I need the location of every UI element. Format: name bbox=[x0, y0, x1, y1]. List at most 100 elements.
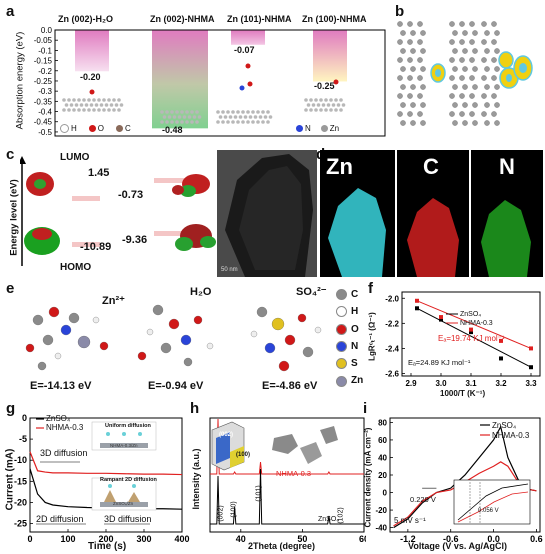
legend-zn: Zn bbox=[329, 124, 340, 133]
zn-atom bbox=[494, 84, 500, 90]
panel-g-xtick-label: 200 bbox=[98, 534, 113, 544]
panel-a-ytick-label: -0.35 bbox=[34, 97, 53, 106]
slab-atom bbox=[231, 110, 235, 114]
molecule-atom bbox=[25, 343, 35, 353]
zn-atom bbox=[459, 111, 465, 117]
slab-atom bbox=[160, 120, 164, 124]
slab-atom bbox=[107, 108, 111, 112]
peak-101-label: (101) bbox=[255, 485, 263, 502]
panel-a-ytick-label: -0.25 bbox=[34, 77, 53, 86]
zn-atom bbox=[484, 66, 490, 72]
panel-f-ylabel-wrap: LgRᶜₜ⁻¹ (Ω⁻¹) bbox=[366, 298, 378, 378]
nhma-o-atom bbox=[333, 79, 339, 85]
panel-d-tem-image: 50 nm bbox=[217, 150, 317, 277]
slab-atom bbox=[99, 103, 104, 107]
slab-atom bbox=[241, 110, 245, 114]
panel-i-scan-rate: 5 mV s⁻¹ bbox=[394, 516, 426, 525]
zn-atom bbox=[397, 39, 403, 45]
slab-atom bbox=[226, 110, 230, 114]
panel-h-crystal-inset bbox=[211, 421, 338, 471]
panel-g-ytick-label: -10 bbox=[14, 455, 27, 465]
slab-atom bbox=[64, 103, 69, 107]
panel-label-h: h bbox=[190, 400, 200, 417]
slab-atom bbox=[258, 115, 263, 119]
slab-atom bbox=[251, 110, 255, 114]
slab-atom bbox=[117, 108, 121, 112]
zn-atom bbox=[420, 30, 426, 36]
zn-atom bbox=[484, 84, 490, 90]
molecule-atom bbox=[168, 318, 180, 330]
panel-d-map-zn: Zn bbox=[320, 150, 395, 277]
zn-atom bbox=[462, 66, 468, 72]
zn-atom bbox=[407, 75, 413, 81]
slab-atom bbox=[216, 120, 220, 124]
zn-atom bbox=[452, 48, 458, 54]
zn-atom bbox=[459, 93, 465, 99]
slab-atom bbox=[109, 103, 114, 107]
panel-e-element-legend: C H O N S Zn bbox=[336, 286, 364, 390]
molecule-atom bbox=[250, 330, 258, 338]
slab-atom bbox=[195, 110, 199, 114]
panel-g-chart: 0 100 200 300 400 0 -5 -10 -15 -20 -25 bbox=[14, 413, 190, 544]
slab-atom bbox=[326, 103, 331, 107]
panel-a-value-1: -0.48 bbox=[162, 125, 183, 135]
slab-atom bbox=[336, 103, 341, 107]
zn-atom bbox=[491, 111, 497, 117]
peak-002-label: (002) bbox=[217, 505, 225, 522]
molecule-atom bbox=[256, 306, 268, 318]
slab-atom bbox=[102, 108, 106, 112]
panel-e-legend-label: O bbox=[351, 323, 359, 335]
panel-f-xtick-label: 2.9 bbox=[405, 379, 417, 388]
panel-g-inset-top-sub: NHMA-0.3/Zn bbox=[110, 443, 138, 448]
panel-i-overpotential-inset: 0.056 V bbox=[478, 508, 499, 514]
panel-g-annotation-3d-top: 3D diffusion bbox=[40, 448, 88, 458]
slab-atom bbox=[180, 120, 184, 124]
molecule-atom bbox=[99, 341, 109, 351]
slab-atom bbox=[246, 120, 250, 124]
zn-atom bbox=[469, 39, 475, 45]
slab-atom bbox=[74, 103, 79, 107]
panel-g-legend-1: NHMA-0.3 bbox=[46, 423, 84, 432]
slab-atom bbox=[263, 115, 268, 119]
legend-h: H bbox=[71, 124, 77, 133]
zn-atom bbox=[410, 48, 416, 54]
molecule-atom bbox=[152, 304, 164, 316]
slab-atom bbox=[266, 120, 270, 124]
panel-h-ylabel-wrap: Intensity (a.u.) bbox=[190, 440, 202, 520]
panel-g-inset-top-title: Uniform diffusion bbox=[105, 423, 151, 429]
panel-c-ylabel: Energy level (eV) bbox=[8, 179, 20, 256]
energy-so4: E=-4.86 eV bbox=[262, 380, 318, 392]
panel-e-legend-row: Zn bbox=[336, 372, 364, 389]
panel-i-ytick-label: 20 bbox=[378, 471, 387, 480]
slab-atom bbox=[238, 115, 243, 119]
zn-atom bbox=[400, 102, 406, 108]
slab-atom bbox=[339, 108, 343, 112]
slab-atom bbox=[329, 108, 333, 112]
slab-atom bbox=[102, 98, 106, 102]
slab-atom bbox=[97, 98, 101, 102]
panel-e-structures bbox=[25, 304, 322, 372]
panel-g-ytick-label: 0 bbox=[22, 413, 27, 423]
panel-a-ytick-label: -0.3 bbox=[38, 87, 52, 96]
molecule-atom bbox=[137, 351, 147, 361]
molecule-atom bbox=[206, 342, 214, 350]
slab-atom bbox=[311, 103, 316, 107]
slab-atom bbox=[187, 115, 192, 119]
panel-g-inset-bottom-sub: ZnSO₄/Zn bbox=[113, 501, 134, 506]
panel-h-xtick-label: 50 bbox=[297, 534, 307, 544]
slab-atom bbox=[228, 115, 233, 119]
slab-atom bbox=[253, 115, 258, 119]
slab-atom bbox=[339, 98, 343, 102]
slab-atom bbox=[77, 98, 81, 102]
zn-atom bbox=[400, 66, 406, 72]
panel-a-ytick-label: -0.4 bbox=[38, 108, 52, 117]
zn-atom bbox=[481, 93, 487, 99]
panel-g-inset-rampant bbox=[91, 477, 157, 511]
zn-atom bbox=[491, 75, 497, 81]
molecule-atom bbox=[180, 334, 192, 346]
panel-i-xtick-label: -0.6 bbox=[443, 534, 459, 544]
zn-atom bbox=[420, 66, 426, 72]
zn-atom bbox=[484, 48, 490, 54]
zn-atom bbox=[410, 120, 416, 126]
zn-atom bbox=[420, 102, 426, 108]
